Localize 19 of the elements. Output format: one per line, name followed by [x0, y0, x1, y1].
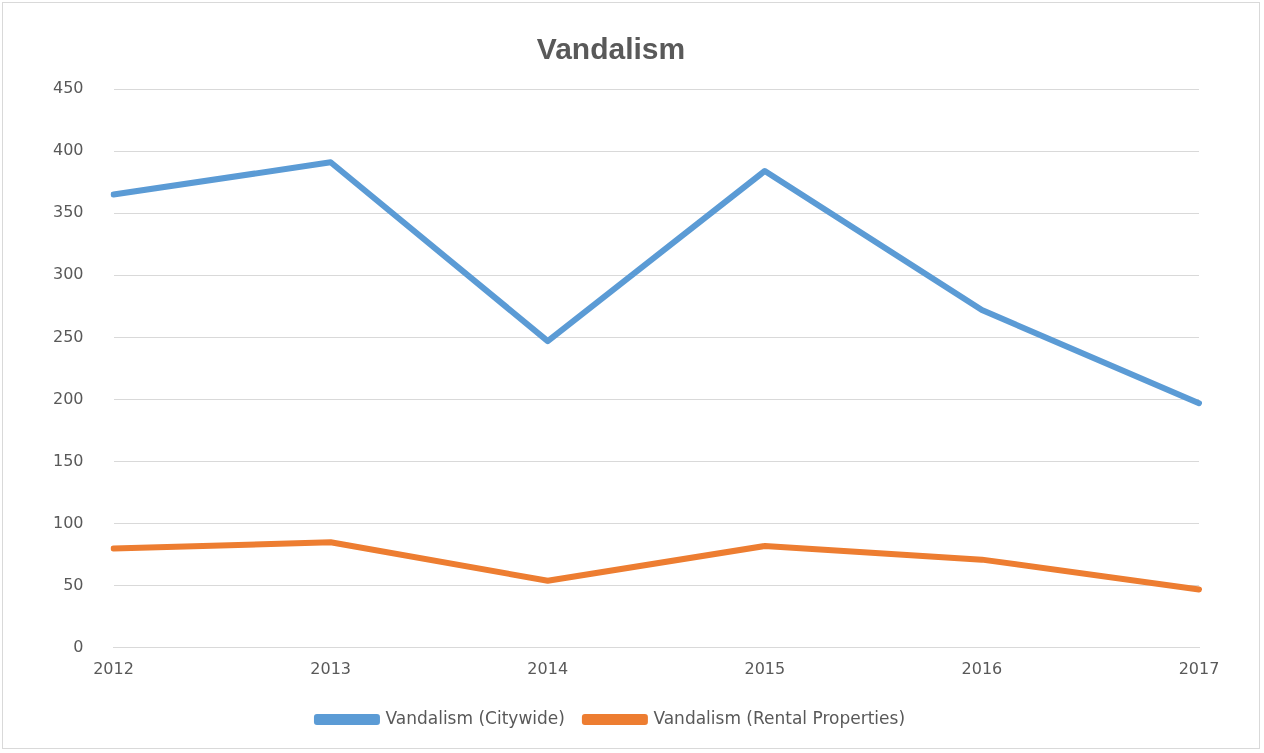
y-tick-label: 350 [52, 202, 84, 222]
x-tick-label: 2012 [93, 658, 134, 678]
y-tick-label: 450 [52, 78, 84, 98]
y-tick-label: 200 [52, 388, 84, 408]
legend-label: Vandalism (Rental Properties) [653, 707, 906, 728]
y-tick-label: 250 [52, 326, 84, 346]
y-tick-label: 100 [52, 512, 84, 532]
x-tick-label: 2015 [744, 658, 786, 678]
y-tick-label: 150 [52, 450, 84, 470]
x-tick-label: 2013 [310, 658, 351, 678]
chart-title: Vandalism [536, 32, 686, 66]
y-tick-label: 50 [63, 574, 84, 594]
x-tick-label: 2017 [1178, 658, 1220, 678]
y-tick-label: 0 [73, 636, 84, 656]
legend-label: Vandalism (Citywide) [385, 707, 565, 728]
x-tick-label: 2014 [527, 658, 569, 678]
y-tick-label: 400 [52, 140, 84, 160]
x-tick-label: 2016 [961, 658, 1003, 678]
y-tick-label: 300 [52, 264, 84, 284]
